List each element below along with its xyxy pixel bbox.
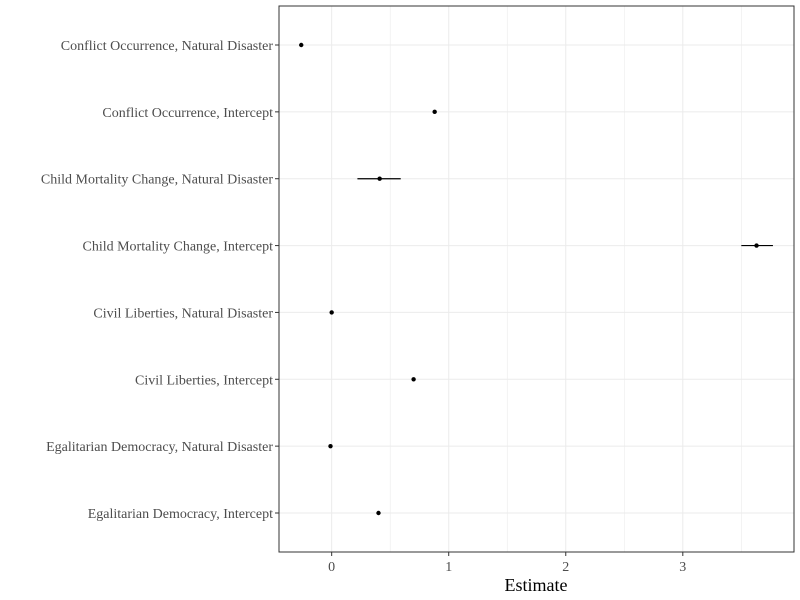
error-bars	[300, 44, 773, 514]
y-tick-label: Conflict Occurrence, Natural Disaster	[61, 39, 274, 54]
y-tick-label: Child Mortality Change, Intercept	[82, 240, 273, 255]
y-axis: Conflict Occurrence, Natural Disaster Con…	[41, 39, 279, 522]
data-point	[411, 377, 416, 382]
x-tick-label: 1	[445, 560, 452, 575]
data-point	[376, 510, 381, 516]
x-tick-label: 0	[328, 560, 335, 575]
data-points	[299, 42, 759, 516]
data-point	[754, 243, 759, 248]
panel-border	[278, 5, 795, 553]
data-point	[432, 109, 437, 115]
data-point	[377, 176, 382, 181]
y-tick-label: Egalitarian Democracy, Intercept	[88, 507, 273, 522]
x-tick-label: 3	[679, 560, 686, 575]
y-tick-label: Civil Liberties, Natural Disaster	[93, 306, 273, 321]
y-tick-label: Civil Liberties, Intercept	[135, 373, 273, 388]
data-point	[299, 42, 304, 48]
x-axis-title: Estimate	[505, 575, 568, 595]
x-axis: 0 1 2 3	[328, 552, 686, 575]
y-tick-label: Child Mortality Change, Natural Disaster	[41, 173, 273, 188]
data-point	[328, 443, 333, 449]
x-tick-label: 2	[562, 560, 569, 575]
data-point	[329, 310, 334, 315]
y-tick-label: Egalitarian Democracy, Natural Disaster	[46, 440, 273, 455]
grid-lines	[279, 6, 794, 552]
y-tick-label: Conflict Occurrence, Intercept	[102, 106, 273, 121]
